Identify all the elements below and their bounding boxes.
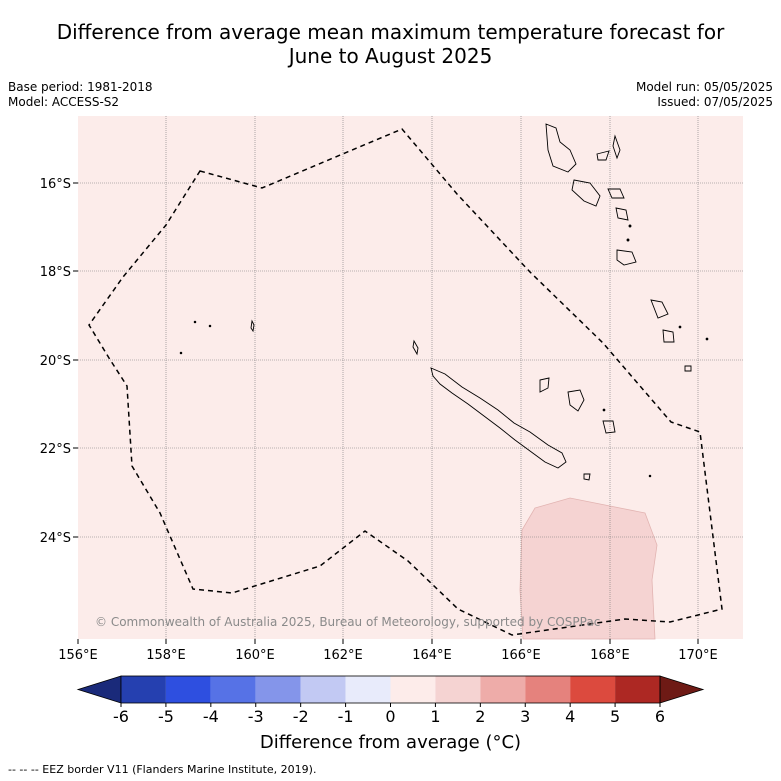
colorbar-extend-low bbox=[76, 675, 122, 704]
colorbar-segment bbox=[480, 676, 526, 703]
colorbar-segment bbox=[300, 676, 346, 703]
colorbar-tick-label: 2 bbox=[475, 707, 485, 726]
model-name: Model: ACCESS-S2 bbox=[8, 95, 120, 109]
vanuatu-ambae bbox=[596, 150, 610, 161]
lon-label-156: 156°E bbox=[58, 648, 98, 663]
colorbar-segment bbox=[390, 676, 436, 703]
colorbar-tick-label: 1 bbox=[430, 707, 440, 726]
base-period: Base period: 1981-2018 bbox=[8, 80, 153, 94]
colorbar-tick-label: 4 bbox=[565, 707, 575, 726]
loyalty-maré-island bbox=[567, 389, 585, 412]
map-title: Difference from average mean maximum tem… bbox=[0, 20, 781, 68]
small-island-7 bbox=[628, 224, 632, 228]
colorbar-tick-label: 6 bbox=[655, 707, 665, 726]
small-island-4 bbox=[678, 325, 682, 329]
colorbar-segment bbox=[435, 676, 481, 703]
new-caledonia-island bbox=[430, 367, 567, 469]
meta-right: Model run: 05/05/2025 Issued: 07/05/2025 bbox=[636, 80, 773, 110]
loyalty-lifou-island bbox=[539, 377, 550, 393]
colorbar-extend-high bbox=[659, 675, 705, 704]
vanuatu-efate bbox=[615, 207, 629, 221]
lat-label-22s: 22°S bbox=[40, 442, 71, 457]
colorbar-segment bbox=[210, 676, 256, 703]
colorbar-tick-label: -5 bbox=[158, 707, 174, 726]
vanuatu-aneityum bbox=[662, 329, 675, 343]
small-island-6 bbox=[648, 474, 652, 478]
colorbar-segment bbox=[570, 676, 616, 703]
small-island-9 bbox=[602, 408, 606, 412]
belep-islands bbox=[412, 339, 419, 356]
colorbar-tick-label: -3 bbox=[248, 707, 264, 726]
small-island-8 bbox=[626, 238, 630, 242]
gridlines bbox=[78, 116, 743, 639]
vanuatu-erromango bbox=[616, 249, 637, 266]
lon-label-166: 166°E bbox=[501, 648, 541, 663]
colorbar: -6 -5 -4 -3 -2 -1 0 1 2 3 4 5 6 bbox=[76, 675, 705, 726]
lon-label-162: 162°E bbox=[323, 648, 363, 663]
copyright-notice: © Commonwealth of Australia 2025, Bureau… bbox=[95, 615, 600, 629]
map-title-line2: June to August 2025 bbox=[288, 44, 493, 68]
lat-label-18s: 18°S bbox=[40, 265, 71, 280]
lat-label-20s: 20°S bbox=[40, 354, 71, 369]
small-island-3 bbox=[179, 351, 183, 355]
lat-label-24s: 24°S bbox=[40, 531, 71, 546]
colorbar-title: Difference from average (°C) bbox=[259, 732, 522, 753]
vanuatu-tanna bbox=[650, 299, 669, 319]
landmasses bbox=[179, 123, 709, 481]
small-island-1 bbox=[193, 320, 197, 324]
colorbar-tick-label: 0 bbox=[385, 707, 395, 726]
colorbar-tick-label: 3 bbox=[520, 707, 530, 726]
axis-ticks bbox=[73, 182, 699, 644]
vanuatu-epi bbox=[607, 188, 625, 199]
eez-border bbox=[88, 128, 723, 636]
colorbar-tick-label: 5 bbox=[610, 707, 620, 726]
colorbar-segment bbox=[165, 676, 211, 703]
colorbar-tick-label: -1 bbox=[338, 707, 354, 726]
lon-label-158: 158°E bbox=[146, 648, 186, 663]
lon-label-170: 170°E bbox=[678, 648, 718, 663]
lon-label-160: 160°E bbox=[235, 648, 275, 663]
colorbar-segment bbox=[345, 676, 391, 703]
chesterfield-reef bbox=[250, 319, 255, 333]
vanuatu-malakula bbox=[571, 179, 601, 207]
lat-label-16s: 16°S bbox=[40, 177, 71, 192]
vanuatu-espiritu-santo bbox=[545, 123, 577, 173]
lon-label-168: 168°E bbox=[590, 648, 630, 663]
colorbar-segment bbox=[121, 676, 166, 703]
walpole-island bbox=[684, 365, 692, 372]
issued-date: Issued: 07/05/2025 bbox=[657, 95, 773, 109]
colorbar-segment bbox=[615, 676, 660, 703]
small-island-5 bbox=[705, 337, 709, 341]
colorbar-tick-label: -4 bbox=[203, 707, 219, 726]
vanuatu-pentecost bbox=[612, 134, 621, 160]
lon-label-164: 164°E bbox=[412, 648, 452, 663]
small-island-2 bbox=[208, 324, 212, 328]
footnote: -- -- -- EEZ border V11 (Flanders Marine… bbox=[8, 763, 317, 776]
colorbar-segment bbox=[525, 676, 571, 703]
colorbar-tick-label: -6 bbox=[113, 707, 129, 726]
loyalty-ouvea-island bbox=[602, 420, 616, 434]
meta-left: Base period: 1981-2018 Model: ACCESS-S2 bbox=[8, 80, 153, 110]
model-run: Model run: 05/05/2025 bbox=[635, 80, 773, 94]
map-title-line1: Difference from average mean maximum tem… bbox=[56, 20, 725, 44]
colorbar-tick-label: -2 bbox=[293, 707, 309, 726]
isle-of-pines bbox=[583, 473, 591, 481]
colorbar-segment bbox=[255, 676, 301, 703]
